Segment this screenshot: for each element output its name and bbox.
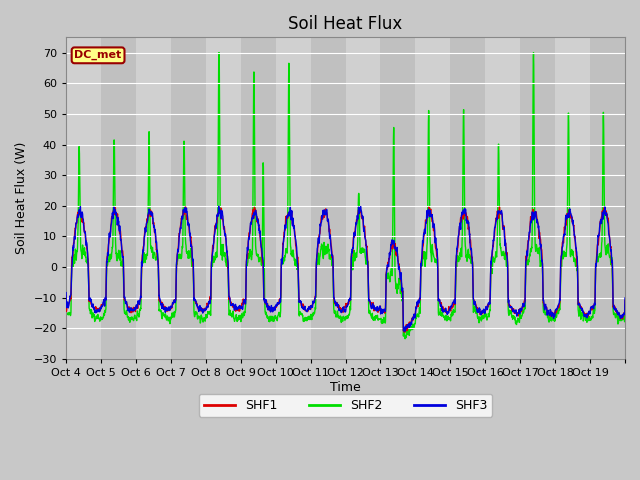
SHF1	[182, 204, 189, 210]
Y-axis label: Soil Heat Flux (W): Soil Heat Flux (W)	[15, 142, 28, 254]
Bar	[171, 37, 206, 359]
SHF3	[401, 328, 409, 334]
Bar	[380, 37, 415, 359]
Legend: SHF1, SHF2, SHF3: SHF1, SHF2, SHF3	[199, 394, 492, 417]
Bar	[520, 37, 555, 359]
Bar	[485, 37, 520, 359]
Line: SHF2: SHF2	[66, 53, 625, 339]
Title: Soil Heat Flux: Soil Heat Flux	[289, 15, 403, 33]
X-axis label: Time: Time	[330, 381, 361, 394]
Bar	[276, 37, 310, 359]
SHF3	[546, 310, 554, 315]
Bar	[241, 37, 276, 359]
Bar	[555, 37, 590, 359]
Bar	[346, 37, 380, 359]
Bar	[310, 37, 346, 359]
SHF2	[239, 314, 246, 320]
SHF3	[380, 309, 387, 315]
SHF3	[621, 295, 629, 301]
SHF3	[215, 204, 223, 209]
Bar	[136, 37, 171, 359]
SHF2	[401, 336, 409, 342]
SHF1	[546, 313, 554, 319]
Bar	[451, 37, 485, 359]
SHF1	[614, 310, 621, 316]
Bar	[101, 37, 136, 359]
SHF3	[239, 305, 246, 311]
SHF2	[215, 50, 223, 56]
SHF1	[62, 293, 70, 299]
Bar	[66, 37, 101, 359]
SHF2	[380, 317, 387, 323]
Bar	[590, 37, 625, 359]
SHF2	[614, 315, 621, 321]
Line: SHF3: SHF3	[66, 206, 625, 331]
Bar	[206, 37, 241, 359]
SHF3	[118, 249, 125, 254]
SHF3	[614, 311, 621, 316]
SHF1	[239, 300, 246, 306]
Line: SHF1: SHF1	[66, 207, 625, 332]
SHF1	[515, 313, 522, 319]
SHF2	[546, 314, 554, 320]
SHF2	[118, 262, 125, 268]
SHF3	[515, 310, 522, 315]
SHF1	[118, 247, 125, 253]
SHF1	[401, 329, 409, 335]
SHF1	[380, 307, 387, 313]
SHF3	[62, 290, 70, 296]
SHF2	[515, 316, 522, 322]
SHF2	[62, 295, 70, 301]
SHF1	[621, 298, 629, 303]
Text: DC_met: DC_met	[74, 50, 122, 60]
Bar	[415, 37, 451, 359]
SHF2	[621, 301, 629, 307]
